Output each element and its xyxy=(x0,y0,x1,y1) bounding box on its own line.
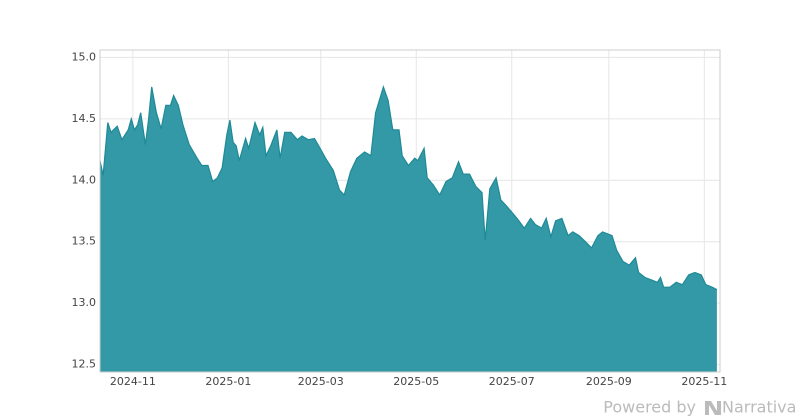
brand-logo xyxy=(705,401,721,415)
y-tick-label: 13.5 xyxy=(72,235,97,248)
y-tick-label: 14.5 xyxy=(72,112,97,125)
y-tick-label: 14.0 xyxy=(72,173,97,186)
area-line xyxy=(99,84,718,291)
x-tick-label: 2025-11 xyxy=(681,375,727,388)
y-tick-label: 15.0 xyxy=(72,50,97,63)
area-fill xyxy=(100,86,717,373)
footer-text: Powered by xyxy=(603,398,696,417)
x-tick-label: 2025-05 xyxy=(393,375,439,388)
x-tick-label: 2025-09 xyxy=(586,375,632,388)
x-tick-label: 2024-11 xyxy=(110,375,156,388)
x-tick-label: 2025-03 xyxy=(298,375,344,388)
y-tick-label: 12.5 xyxy=(72,358,97,371)
x-tick-label: 2025-07 xyxy=(489,375,535,388)
y-tick-label: 13.0 xyxy=(72,296,97,309)
x-tick-label: 2025-01 xyxy=(205,375,251,388)
footer-brand: Narrativa xyxy=(722,398,796,417)
plot-border xyxy=(99,49,721,373)
